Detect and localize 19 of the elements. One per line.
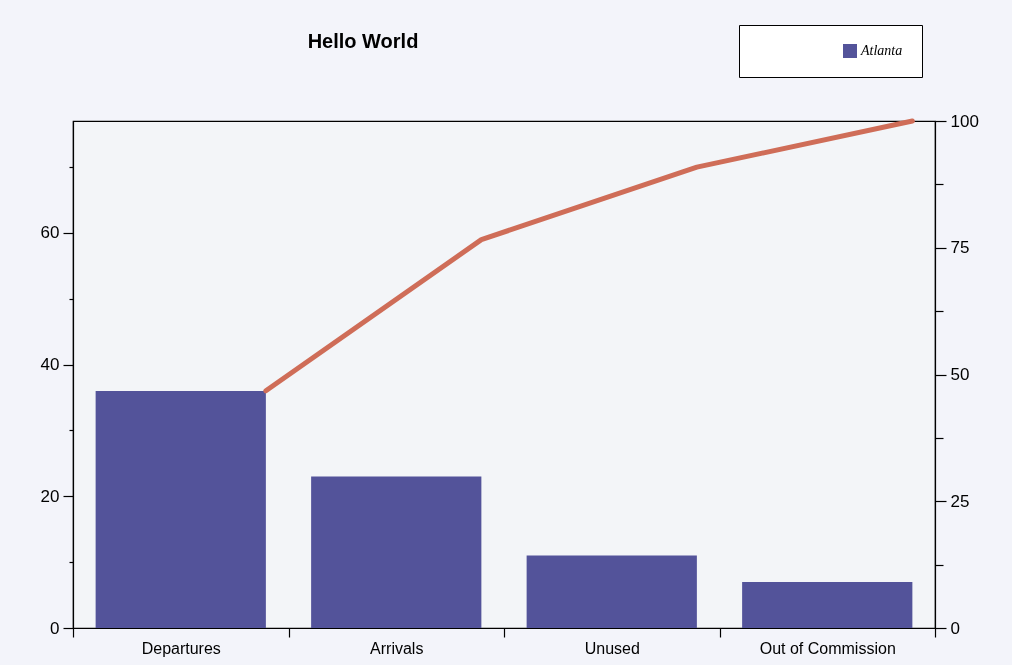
y2-tick-label: 100 [950, 111, 979, 131]
chart-title: Hello World [307, 29, 419, 52]
x-tick-label: Arrivals [370, 639, 424, 657]
bar [311, 476, 482, 628]
x-tick-label: Departures [141, 639, 221, 657]
x-tick-label: Out of Commission [759, 639, 896, 657]
x-tick-label: Unused [584, 639, 640, 657]
legend-label: Atlanta [860, 43, 903, 58]
y2-tick-label: 0 [950, 618, 960, 638]
y-tick-label: 40 [40, 355, 60, 375]
bar [526, 555, 697, 628]
bar [742, 581, 913, 628]
y-tick-label: 0 [50, 618, 60, 638]
y-tick-label: 20 [40, 486, 60, 506]
y2-tick-label: 75 [950, 238, 970, 258]
y2-tick-label: 25 [950, 491, 970, 511]
bar [95, 390, 266, 628]
y-tick-label: 60 [40, 223, 60, 243]
y2-tick-label: 50 [950, 365, 970, 384]
